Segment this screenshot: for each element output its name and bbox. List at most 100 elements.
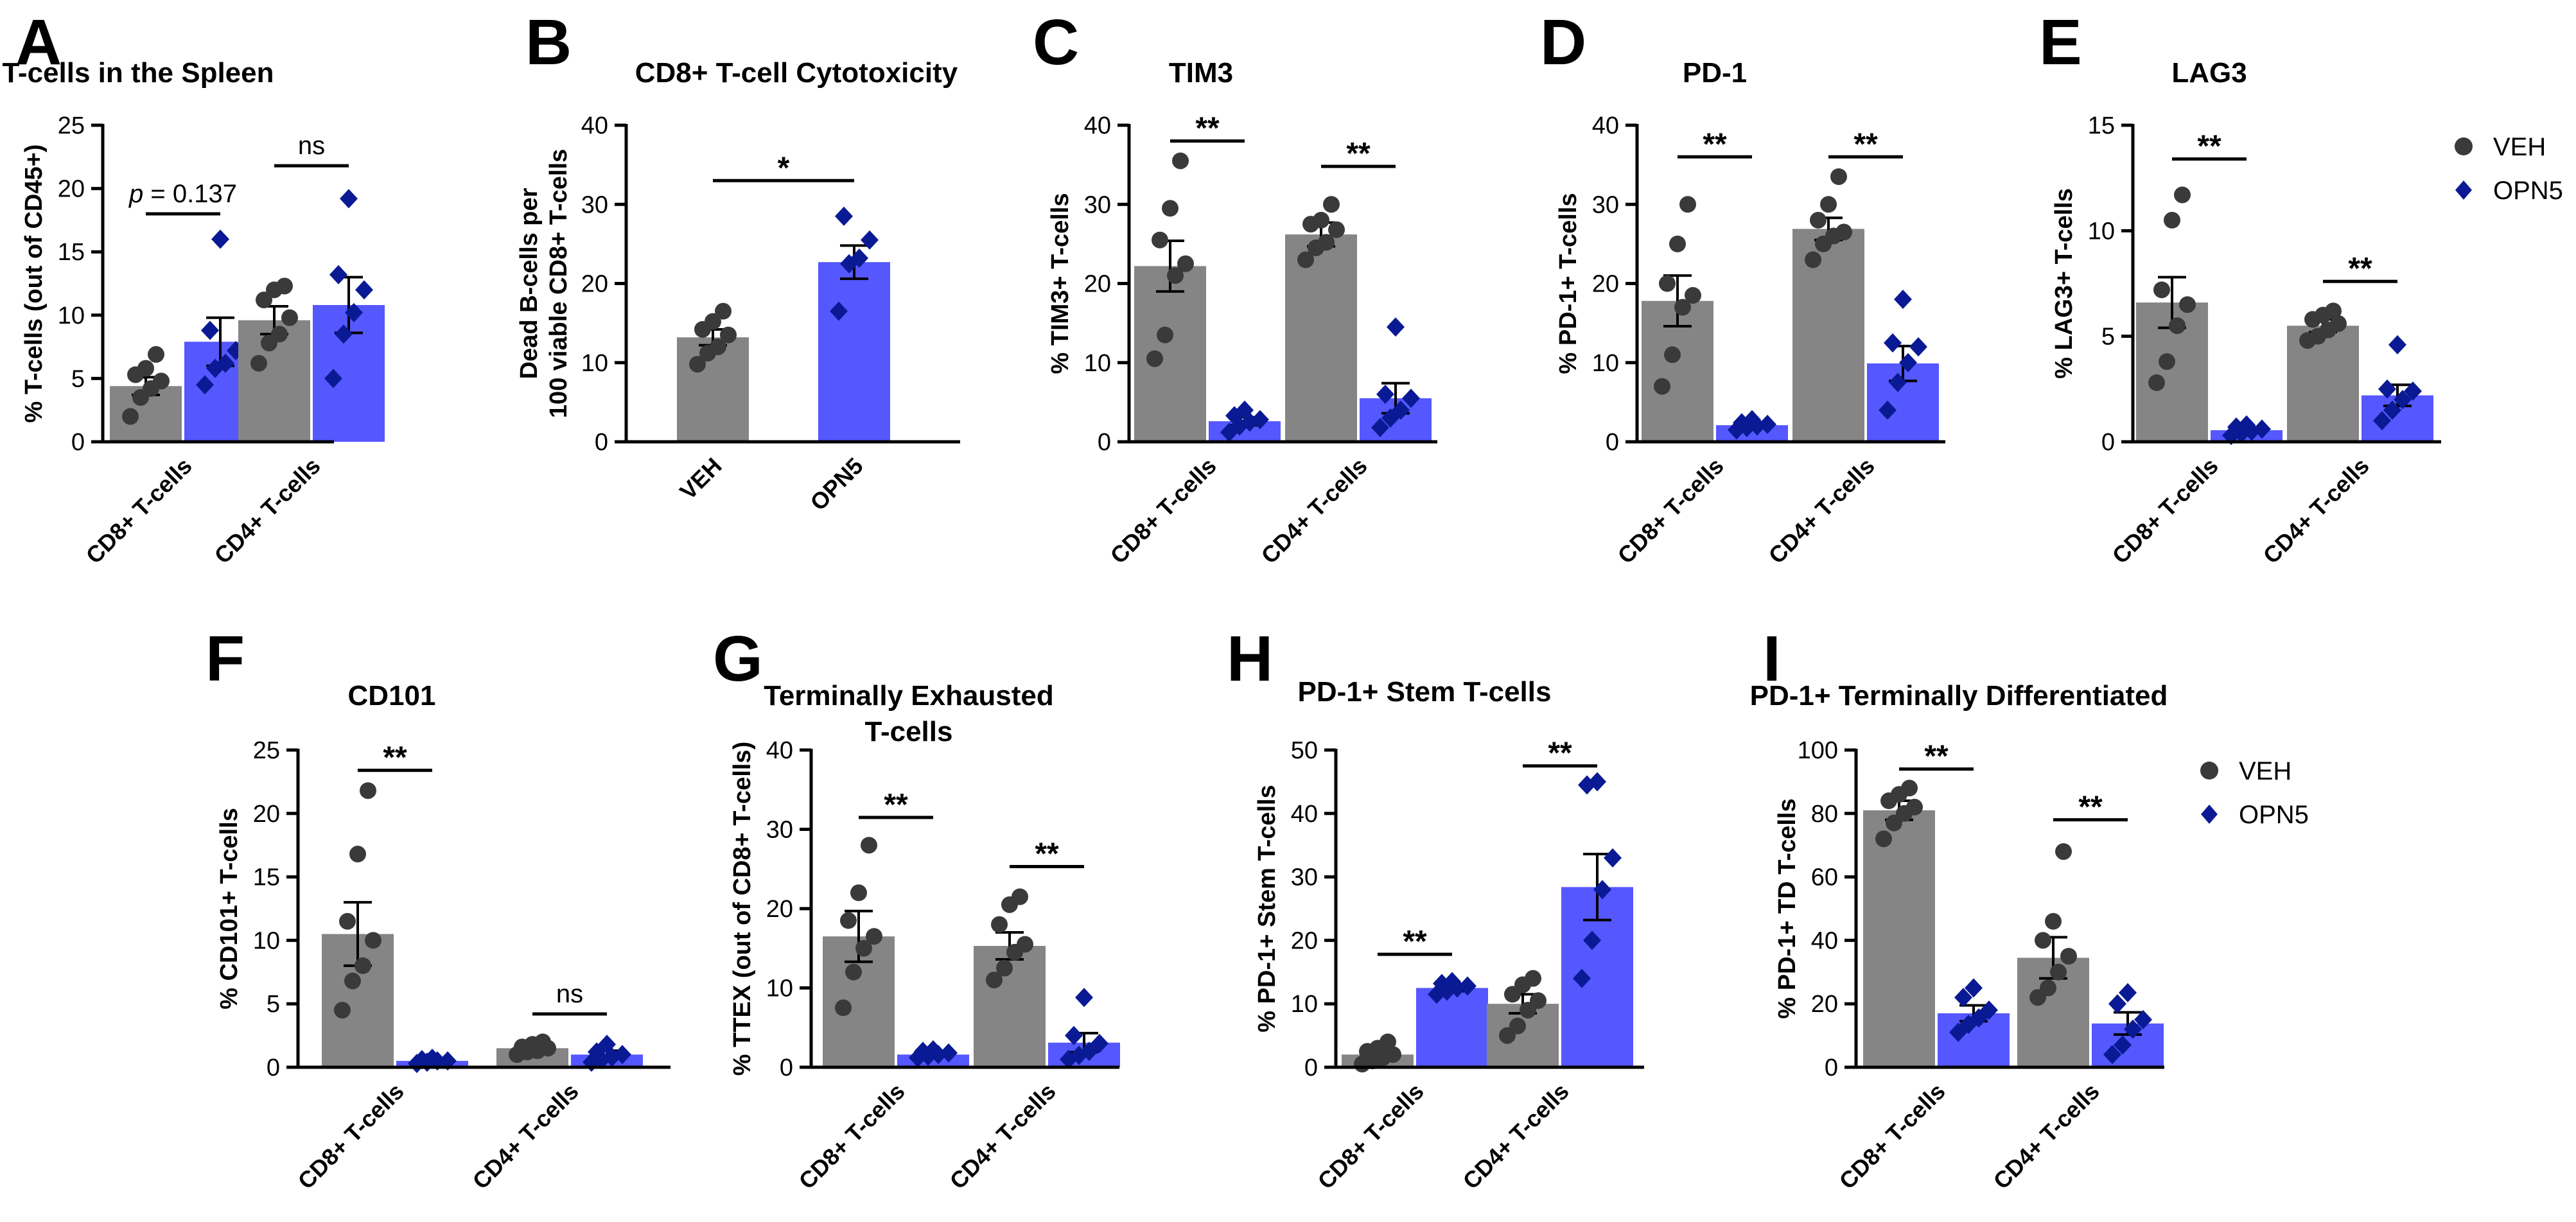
y-axis-label: % PD-1+ TD T-cells [1774,798,1801,1018]
veh-point [1318,234,1335,251]
opn5-point [329,265,347,284]
opn5-point [2378,379,2396,399]
veh-point [1875,830,1892,848]
panel-h: H PD-1+ Stem T-cells 0 10 20 30 40 50 % PD-1+ St… [1227,623,1644,1194]
significance-stars: ** [2078,790,2103,825]
opn5-point [201,320,219,340]
veh-point [840,912,857,929]
veh-point [355,957,371,974]
veh-point [1525,970,1541,987]
opn5-point [2134,1009,2152,1029]
x-category-label: CD8+ T-cells [293,1078,409,1194]
veh-point [1146,350,1163,367]
bar-veh [1134,266,1206,442]
opn5-point [830,301,848,321]
opn5-point [924,1040,942,1060]
veh-point [705,313,721,330]
y-axis-label: % TIM3+ T-cells [1047,193,1074,374]
legend-label: VEH [2239,757,2291,785]
veh-point [689,356,706,373]
y-axis-label: % TTEX (out of CD8+ T-cells) [729,742,756,1076]
significance-ns: ns [298,132,325,160]
y-axis-label: % LAG3+ T-cells [2051,188,2078,379]
p-value: = 0.137 [143,180,237,208]
veh-point [1162,200,1178,217]
legend-label: OPN5 [2493,177,2563,205]
veh-point [250,354,267,372]
veh-point [1836,223,1852,241]
x-category-label: CD8+ T-cells [1105,453,1222,569]
panel-letter: C [1033,6,1079,78]
y-tick-label: 60 [1811,864,1838,891]
veh-point [1654,378,1670,395]
panel-letter: H [1227,623,1273,695]
y-tick-label: 5 [267,991,280,1018]
x-category-label: OPN5 [805,453,868,516]
veh-point [2169,317,2186,335]
y-tick-label: 20 [58,176,85,203]
veh-point [1323,196,1340,213]
veh-point [861,837,877,854]
significance-stars: ** [1853,127,1878,161]
veh-point [1172,152,1189,170]
y-tick-label: 10 [2088,218,2115,245]
opn5-point [1588,772,1606,792]
y-tick-label: 40 [766,737,793,764]
y-axis-label: % CD101+ T-cells [216,808,243,1009]
y-axis-label-line: 100 viable CD8+ T-cells [545,149,572,418]
opn5-point [1884,333,1902,353]
opn5-point [2103,1045,2121,1065]
panel-letter: I [1763,623,1781,695]
significance-stars: ** [1703,127,1727,161]
significance-stars: ** [1548,737,1572,771]
veh-point [710,338,726,356]
veh-point [991,916,1008,933]
opn5-point [1583,930,1601,950]
y-tick-label: 10 [581,350,608,377]
x-category-label: CD8+ T-cells [794,1078,910,1194]
veh-point [2179,296,2196,313]
x-category-label: CD8+ T-cells [1834,1078,1950,1194]
veh-point [1328,221,1345,238]
bar-opn5 [818,262,890,442]
y-tick-label: 40 [1811,927,1838,954]
opn5-point [2253,419,2271,439]
y-tick-label: 10 [1592,350,1619,377]
y-tick-label: 20 [1811,991,1838,1018]
y-axis-label-line: Dead B-cells per [516,188,543,379]
veh-point [2050,963,2067,981]
veh-point [534,1033,551,1051]
veh-point [850,884,867,902]
opn5-point [1879,400,1897,420]
panel-title: PD-1+ Terminally Differentiated [1750,680,2168,711]
opn5-point [940,1043,958,1063]
significance-stars: ** [884,788,908,822]
opn5-point [335,324,353,344]
y-tick-label: 50 [1291,737,1318,764]
panel-title-line: Terminally Exhausted [764,680,1054,711]
veh-point [1157,326,1173,344]
veh-point [720,326,737,344]
veh-point [360,782,376,799]
veh-point [1669,235,1686,252]
x-category-label: CD4+ T-cells [945,1078,1061,1194]
opn5-point [1593,880,1611,900]
veh-point [1380,1033,1396,1051]
y-tick-label: 40 [1291,801,1318,828]
y-tick-label: 30 [1291,864,1318,891]
p-symbol: p [128,180,143,208]
bar-opn5 [1416,988,1488,1067]
panel-title: PD-1+ Stem T-cells [1298,676,1552,708]
veh-point [866,928,882,945]
significance-stars: ** [1195,112,1220,146]
veh-point [2060,948,2077,965]
opn5-point [1743,410,1761,430]
legend: VEH OPN5 [2200,757,2309,829]
x-category-label: CD4+ T-cells [1988,1078,2105,1194]
opn5-point [2383,400,2401,420]
panel-letter: G [713,623,763,695]
opn5-point [1376,385,1394,405]
veh-point [2040,979,2056,997]
veh-point [344,972,361,990]
y-tick-label: 15 [2088,112,2115,139]
